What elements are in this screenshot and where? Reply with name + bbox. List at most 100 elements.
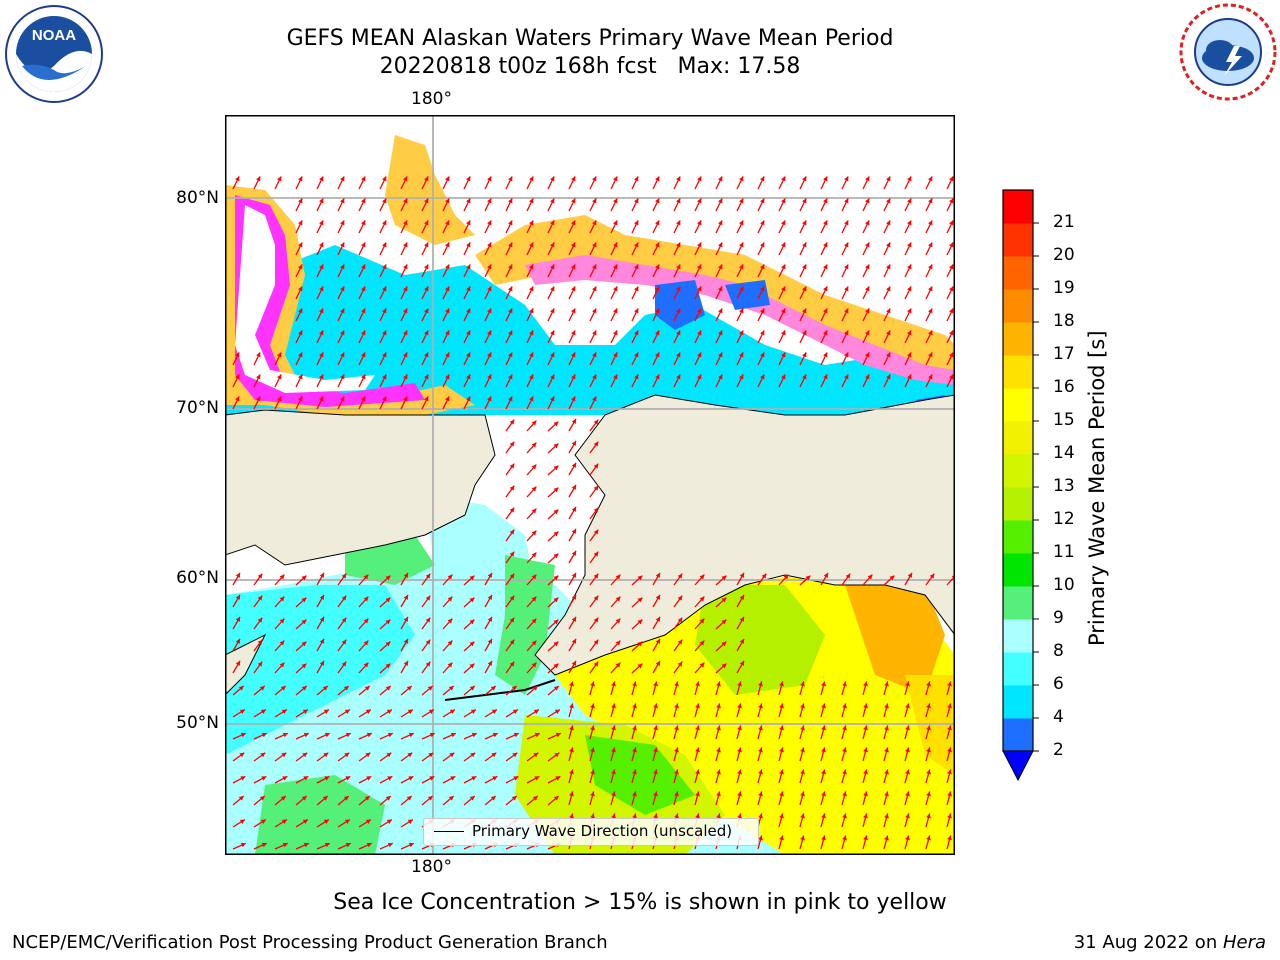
wave-direction-arrowhead <box>235 374 240 380</box>
wave-direction-arrowhead <box>445 308 450 314</box>
wave-direction-arrowhead <box>695 681 700 687</box>
colorbar-segment <box>1003 619 1033 653</box>
wave-direction-arrowhead <box>424 242 429 248</box>
wave-direction-arrowhead <box>697 220 702 226</box>
wave-direction-arrowhead <box>361 308 366 314</box>
wave-direction-arrowhead <box>508 396 513 402</box>
wave-direction-arrowhead <box>737 813 742 819</box>
wave-direction-arrowhead <box>844 352 849 358</box>
wave-direction-arrowhead <box>425 617 431 623</box>
wave-direction-arrowhead <box>277 352 282 358</box>
wave-direction-arrowhead <box>718 330 723 336</box>
wave-direction-arrowhead <box>697 352 702 358</box>
wave-direction-arrowhead <box>737 681 742 687</box>
colorbar-tick-label: 17 <box>1053 344 1075 364</box>
wave-direction-arrowhead <box>737 791 742 797</box>
wave-direction-arrowhead <box>571 286 576 292</box>
wave-direction-arrowhead <box>508 330 513 336</box>
wave-direction-arrowhead <box>760 176 765 182</box>
colorbar-tick-label: 8 <box>1053 641 1064 661</box>
wave-direction-arrowhead <box>240 732 246 738</box>
wave-direction-arrowhead <box>949 242 954 248</box>
wave-direction-arrowhead <box>469 641 475 647</box>
wave-direction-arrowhead <box>926 725 931 731</box>
wave-direction-arrowhead <box>343 796 349 801</box>
wave-direction-arrowhead <box>364 686 370 691</box>
wave-direction-arrowhead <box>842 813 847 819</box>
wave-direction-arrowhead <box>676 264 681 270</box>
wave-direction-arrowhead <box>716 747 721 753</box>
wave-direction-arrowhead <box>386 752 392 758</box>
wave-direction-arrowhead <box>739 176 744 182</box>
wave-direction-arrowhead <box>492 732 498 738</box>
wave-direction-arrowhead <box>863 725 868 731</box>
wave-direction-arrowhead <box>382 396 387 402</box>
wave-direction-arrowhead <box>928 220 933 226</box>
wave-direction-arrowhead <box>319 308 324 314</box>
wave-direction-arrowhead <box>553 796 559 801</box>
wave-direction-arrowhead <box>779 703 784 709</box>
wave-direction-arrowhead <box>340 198 345 204</box>
wave-direction-arrowhead <box>382 352 387 358</box>
wave-direction-arrowhead <box>382 330 387 336</box>
wave-direction-arrowhead <box>340 242 345 248</box>
wave-direction-arrowhead <box>298 308 303 314</box>
wave-direction-arrowhead <box>487 374 492 380</box>
wave-direction-arrowhead <box>303 842 309 848</box>
wave-direction-arrowhead <box>387 776 393 781</box>
wave-direction-arrowhead <box>593 617 599 623</box>
wave-direction-arrowhead <box>469 663 475 669</box>
lon-label-bottom: 180° <box>411 857 452 877</box>
wave-direction-arrowhead <box>634 374 639 380</box>
wave-direction-arrowhead <box>361 352 366 358</box>
wave-direction-arrowhead <box>823 572 828 578</box>
wave-direction-arrowhead <box>403 660 408 666</box>
wave-direction-arrowhead <box>655 198 660 204</box>
wave-direction-arrowhead <box>238 796 244 801</box>
wave-direction-arrowhead <box>408 842 414 848</box>
wave-direction-arrowhead <box>301 597 307 603</box>
wave-direction-arrowhead <box>382 264 387 270</box>
wave-direction-arrowhead <box>884 747 889 753</box>
wave-direction-arrowhead <box>844 220 849 226</box>
wave-direction-arrowhead <box>842 703 847 709</box>
wave-direction-arrowhead <box>361 286 366 292</box>
wave-direction-arrowhead <box>569 681 574 687</box>
wave-direction-arrowhead <box>365 709 371 714</box>
wave-direction-arrowhead <box>512 752 518 758</box>
wave-direction-arrowhead <box>947 813 952 819</box>
wave-direction-arrowhead <box>298 330 303 336</box>
wave-direction-arrowhead <box>529 396 534 402</box>
wave-direction-arrowhead <box>298 352 303 358</box>
wave-direction-arrowhead <box>424 264 429 270</box>
wave-direction-arrowhead <box>553 641 559 647</box>
colorbar-segment <box>1003 256 1033 290</box>
wave-direction-arrowhead <box>611 681 616 687</box>
wave-direction-arrowhead <box>235 176 240 182</box>
wave-direction-arrowhead <box>445 352 450 358</box>
wave-direction-arrowhead <box>721 663 727 669</box>
wave-direction-arrowhead <box>947 835 952 841</box>
wave-direction-arrowhead <box>844 330 849 336</box>
wave-direction-arrowhead <box>363 618 369 624</box>
lon-label-top: 180° <box>411 89 452 109</box>
wave-direction-arrowhead <box>634 242 639 248</box>
wave-direction-arrowhead <box>424 308 429 314</box>
wave-direction-arrowhead <box>863 791 868 797</box>
wave-direction-arrowhead <box>655 330 660 336</box>
wave-direction-arrowhead <box>341 595 347 601</box>
wave-direction-arrowhead <box>739 352 744 358</box>
wave-direction-arrowhead <box>469 597 475 603</box>
wave-direction-arrowhead <box>534 732 540 738</box>
wave-direction-arrowhead <box>257 595 263 601</box>
wave-direction-arrowhead <box>256 396 261 402</box>
wave-direction-arrowhead <box>403 374 408 380</box>
wave-direction-arrowhead <box>487 330 492 336</box>
wave-direction-arrowhead <box>469 575 475 581</box>
wave-direction-arrowhead <box>235 616 240 622</box>
wave-direction-arrowhead <box>593 441 599 447</box>
wave-direction-arrowhead <box>403 286 408 292</box>
wave-direction-arrowhead <box>238 686 244 691</box>
colorbar-tick-label: 13 <box>1053 476 1075 496</box>
wave-direction-arrowhead <box>386 709 392 714</box>
